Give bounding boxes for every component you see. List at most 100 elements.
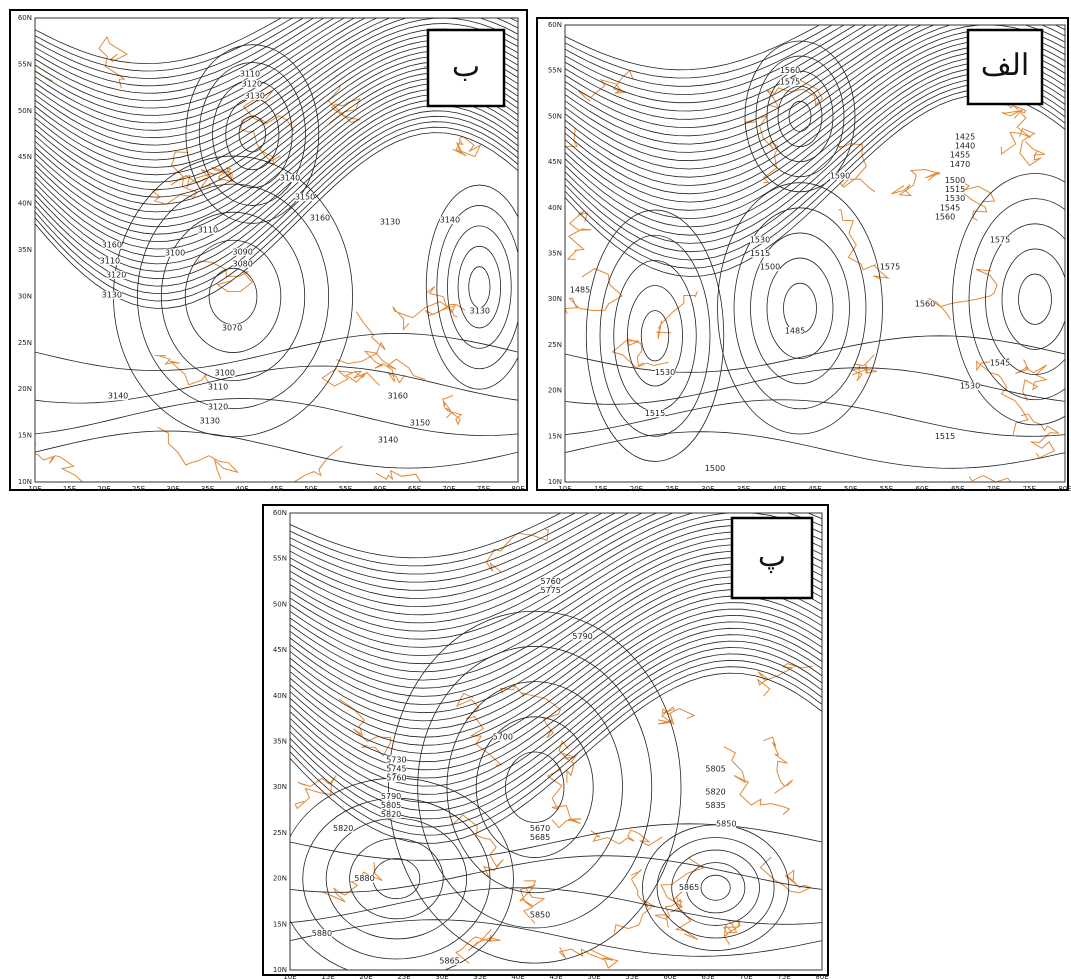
label-bg [950,160,970,169]
coastline [613,869,656,933]
contour-label: 5835 [705,801,725,810]
label-bg [705,801,726,810]
lat-tick-label: 60N [548,21,562,29]
contour-label: 1530 [945,194,965,203]
contour-label: 1440 [955,142,975,151]
contour [505,751,565,823]
label-bg [960,382,980,391]
label-bg [232,247,253,256]
contour-label: 5865 [679,883,699,892]
contour-label: 5820 [333,824,353,833]
label-bg [280,174,301,183]
coastline [336,350,406,384]
lon-tick-label: 10E [28,485,41,493]
label-bg [880,263,900,272]
label-bg [165,248,186,257]
label-bg [309,213,330,222]
label-bg [940,203,960,212]
lat-tick-label: 30N [18,292,32,300]
contour-label: 3100 [165,248,185,257]
lon-tick-label: 75E [477,485,490,493]
contour-label: 5820 [705,787,725,796]
lat-tick-label: 25N [273,829,287,837]
lon-tick-label: 55E [625,973,638,979]
coastline [1020,413,1060,459]
label-bg [199,416,220,425]
lat-tick-label: 35N [273,738,287,746]
contour [35,23,518,161]
label-bg [955,132,975,141]
panel-label: ب [452,49,480,84]
contour [642,824,790,951]
contour-label: 3110 [198,226,218,235]
map-panel: 5760577557905700573057455760579058055820… [262,504,829,979]
contour [35,18,518,139]
label-bg [409,419,430,428]
lon-tick-label: 80E [511,485,524,493]
contour [290,672,822,844]
contour-label: 3110 [240,70,260,79]
contour [238,115,267,153]
contour [436,205,518,370]
contour-label: 3120 [242,79,262,88]
label-bg [197,226,218,235]
contour [565,25,821,71]
coastline [170,169,216,189]
contour [290,513,576,567]
contour [656,837,775,939]
contour [290,513,658,616]
contour-label: 3130 [380,218,400,227]
contour-label: 5790 [381,792,401,801]
lat-tick-label: 45N [273,646,287,654]
contour-label: 3160 [310,213,330,222]
coastline [1019,127,1045,167]
contour [565,25,845,87]
coastline [657,706,696,726]
contour [640,310,670,362]
lon-tick-label: 75E [777,973,790,979]
map-content: 1560157514251440145514701500151515301545… [565,25,1065,482]
coastline [321,368,380,387]
contour [777,85,823,147]
lat-tick-label: 60N [273,509,287,517]
contour-label: 5745 [386,764,406,773]
contour [565,25,867,104]
lat-tick-label: 15N [273,920,287,928]
contour [185,44,320,224]
contour [733,207,867,410]
lon-tick-label: 65E [701,973,714,979]
label-bg [572,632,593,641]
contour [35,365,518,404]
contour-label: 3140 [280,174,300,183]
contour-label: 1590 [830,171,850,180]
contour-label: 1500 [705,464,725,473]
lon-tick-label: 35E [473,973,486,979]
lon-tick-label: 60E [663,973,676,979]
contour [290,659,822,828]
label-bg [530,833,551,842]
label-bg [830,171,850,180]
label-bg [380,218,401,227]
contour-label: 1545 [940,203,960,212]
contour-label: 3130 [102,291,122,300]
coastline [392,300,458,331]
lon-tick-label: 50E [844,485,857,493]
contour [290,855,822,893]
contour [952,173,1065,426]
coastline [565,128,578,148]
contour [1018,273,1052,325]
contour-label: 3130 [200,416,220,425]
contour-label: 5775 [541,586,561,595]
contour [475,716,594,858]
lon-tick-label: 75E [1023,485,1036,493]
coastline [566,210,592,260]
contour-label: 5760 [386,774,406,783]
contour-label: 3140 [440,215,460,224]
label-bg [386,755,407,764]
label-bg [492,732,513,741]
contour-label: 1515 [945,185,965,194]
label-bg [785,327,805,336]
contour [457,245,502,329]
contour-label: 1515 [750,249,770,258]
lat-tick-label: 60N [18,14,32,22]
